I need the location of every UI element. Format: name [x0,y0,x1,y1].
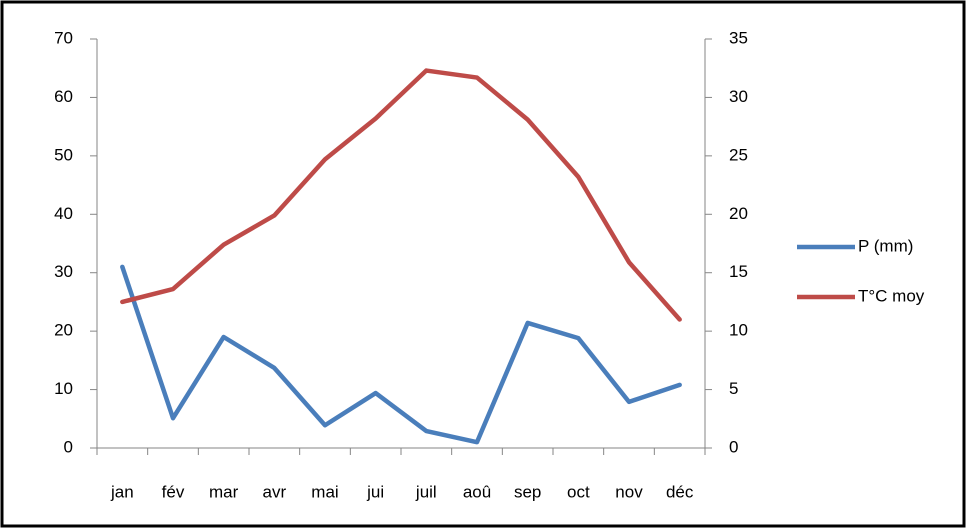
y-tick-label: 60 [54,87,73,106]
y2-tick-label: 30 [729,87,748,106]
x-tick-label: juil [415,482,437,501]
y2-tick-label: 25 [729,145,748,164]
y-tick-label: 20 [54,321,73,340]
x-tick-label: sep [514,482,541,501]
y2-tick-label: 15 [729,262,748,281]
legend-label: P (mm) [858,236,913,255]
y2-tick-label: 10 [729,321,748,340]
y-tick-label: 30 [54,262,73,281]
x-tick-label: mai [311,482,338,501]
y2-tick-label: 5 [729,379,738,398]
series-line [120,68,682,322]
x-tick-label: jui [366,482,384,501]
x-tick-label: mar [209,482,239,501]
y2-tick-label: 20 [729,204,748,223]
x-tick-label: nov [615,482,643,501]
x-tick-label: aoû [463,482,491,501]
y-tick-label: 0 [64,437,73,456]
x-tick-label: avr [263,482,287,501]
y2-tick-label: 0 [729,437,738,456]
x-tick-label: fév [162,482,185,501]
series-line [120,264,682,445]
y2-tick-label: 35 [729,28,748,47]
y-tick-label: 10 [54,379,73,398]
legend-label: T°C moy [858,286,925,305]
y-tick-label: 50 [54,145,73,164]
x-tick-label: déc [666,482,694,501]
x-tick-label: oct [567,482,590,501]
y-tick-label: 40 [54,204,73,223]
x-tick-label: jan [110,482,134,501]
y-tick-label: 70 [54,28,73,47]
